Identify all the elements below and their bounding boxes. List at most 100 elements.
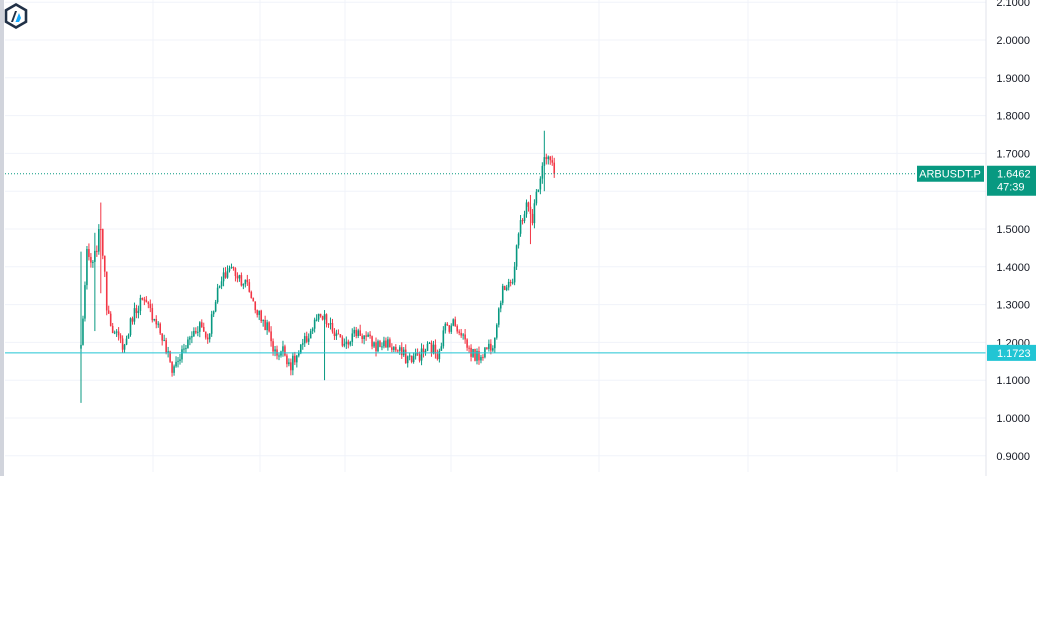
y-tick-label: 1.7000 [996,148,1030,160]
candle-body [157,323,160,325]
chart-left-border [0,0,4,476]
candle-body [90,256,92,263]
candle-body [173,366,175,373]
candle-body [204,331,207,338]
candle-body [329,323,332,325]
candle-body [137,310,140,314]
candle-body [193,331,195,337]
candle-body [278,355,280,357]
y-tick-label: 1.3000 [996,300,1030,312]
candle-body [535,191,538,204]
candle-body [264,319,266,331]
candle-body [280,351,282,356]
y-tick-label: 0.9000 [996,451,1030,463]
candle-body [436,354,439,360]
candle-body [432,344,435,353]
candle-body [197,331,199,333]
candle-body [412,356,415,362]
candle-body [208,333,211,340]
candle-body [262,319,264,322]
candle-body [327,324,330,326]
candle-body [171,361,173,373]
candle-body [179,359,181,361]
candle-body [460,332,462,336]
candle-body [497,308,500,325]
candle-body [187,339,189,349]
candle-body [482,356,484,358]
candle-body [381,346,383,348]
candle-body [539,178,542,190]
candle-body [88,249,90,257]
candle-body [250,291,253,299]
y-tick-label: 1.9000 [996,73,1030,85]
candle-body [470,347,472,357]
symbol-logo[interactable] [2,2,30,30]
price-chart[interactable]: 0.9000 1.0000 1.1000 1.2000 1.3000 1.4000 1.50… [0,0,1046,476]
candle-body [317,313,320,320]
candle-body [303,336,306,344]
candle-body [185,348,187,350]
candle-body [442,330,445,347]
candle-body [345,341,348,344]
candle-body [236,276,239,279]
candle-body [341,337,344,346]
candle-body [151,308,154,321]
candle-body [177,360,179,362]
candle-body [551,160,554,163]
y-tick-label: 2.1000 [996,0,1030,9]
candle-body [296,355,298,363]
candle-body [529,206,532,214]
candle-body [260,310,262,322]
candle-body [424,350,427,353]
candle-body [464,334,466,340]
candle-body [244,279,247,285]
candle-body [400,347,403,356]
candle-body [353,329,356,334]
candle-body [222,272,225,282]
candle-body [426,343,429,351]
candle-body [397,350,399,352]
candle-body [189,337,191,340]
candle-body [428,342,431,344]
horizontal-line-price-tag [987,344,1036,361]
candle-body [199,322,201,332]
candle-body [299,344,302,353]
candle-body [202,326,205,332]
candle-body [218,286,221,288]
candle-body [139,297,142,311]
chart-canvas[interactable]: 0.90001.00001.10001.20001.30001.40001.50… [0,0,1046,476]
candle-body [125,338,128,345]
candle-body [103,255,106,272]
candle-body [86,249,88,286]
candle-body [210,314,213,334]
candle-body [325,314,328,325]
candle-body [458,331,460,333]
candle-body [476,351,478,361]
candle-body [505,287,508,291]
candle-body [98,229,100,252]
candle-body [175,361,177,367]
arbitrum-logo-icon [4,3,28,29]
candle-body [127,334,130,339]
candle-body [444,323,447,331]
candle-body [105,271,108,311]
candle-body [474,349,476,361]
candle-body [523,214,526,221]
symbol-name-label: ARBUSDT.P [919,169,981,181]
symbol-name-tag [917,165,984,182]
candle-body [290,362,292,371]
y-tick-label: 1.8000 [996,111,1030,123]
candle-body [456,326,458,332]
candle-body [507,281,510,288]
candle-body [242,284,245,286]
candle-body [191,336,193,338]
candle-body [387,339,389,348]
candle-body [195,331,197,333]
candle-body [357,330,359,337]
candle-body [410,355,413,362]
price-lines [5,173,986,354]
candle-body [494,337,496,349]
y-tick-label: 2.0000 [996,35,1030,47]
candle-body [541,165,544,179]
countdown-label: 47:39 [997,182,1025,194]
